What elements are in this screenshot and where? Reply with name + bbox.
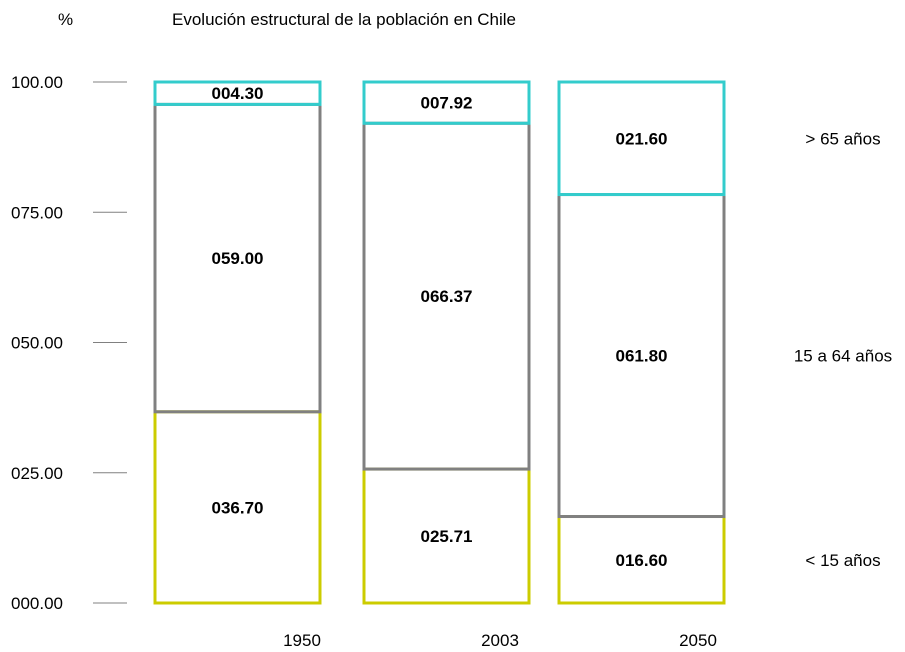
legend-label: 15 a 64 años bbox=[794, 347, 892, 366]
bar-segment-gt65-2003 bbox=[362, 80, 531, 125]
legend-label: < 15 años bbox=[805, 551, 880, 570]
y-unit-label: % bbox=[58, 10, 74, 29]
x-category-label: 1950 bbox=[283, 631, 321, 650]
data-label: 066.37 bbox=[421, 287, 473, 306]
data-label: 021.60 bbox=[616, 129, 668, 148]
x-category-label: 2003 bbox=[481, 631, 519, 650]
x-category-label: 2050 bbox=[679, 631, 717, 650]
data-label: 025.71 bbox=[421, 527, 473, 546]
y-tick-label: 025.00 bbox=[11, 464, 63, 483]
y-tick-label: 000.00 bbox=[11, 594, 63, 613]
y-tick-label: 075.00 bbox=[11, 203, 63, 222]
data-label: 007.92 bbox=[421, 94, 473, 113]
data-label: 036.70 bbox=[212, 498, 264, 517]
chart-title: Evolución estructural de la población en… bbox=[172, 10, 516, 29]
data-label: 061.80 bbox=[616, 347, 668, 366]
data-label: 059.00 bbox=[212, 249, 264, 268]
bar-segment-gt65-1950 bbox=[153, 80, 322, 106]
y-tick-label: 100.00 bbox=[11, 73, 63, 92]
bar-segment-gt65-2050 bbox=[557, 80, 726, 197]
legend-label: > 65 años bbox=[805, 129, 880, 148]
data-label: 004.30 bbox=[212, 84, 264, 103]
y-tick-label: 050.00 bbox=[11, 334, 63, 353]
data-label: 016.60 bbox=[616, 551, 668, 570]
